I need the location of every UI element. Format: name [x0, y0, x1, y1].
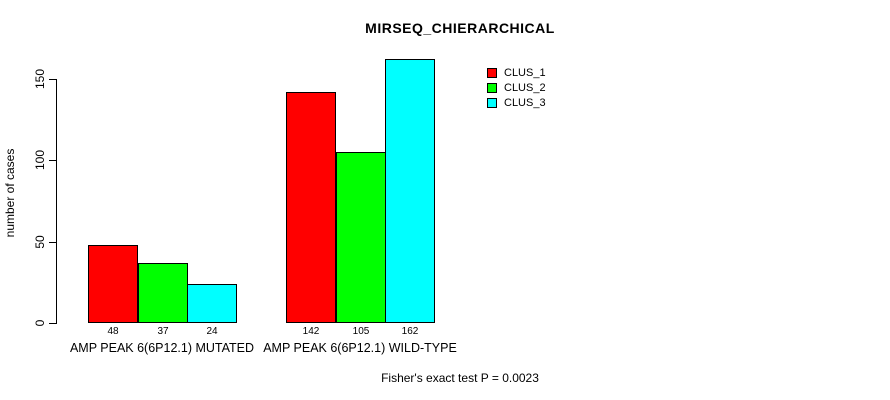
- legend-label-clus-2: CLUS_2: [504, 81, 546, 94]
- y-tick-label: 50: [33, 235, 47, 249]
- legend-row-clus-1: CLUS_1: [487, 65, 546, 80]
- bar-value-label: 37: [157, 326, 169, 337]
- legend-swatch-clus-1-icon: [487, 67, 497, 78]
- legend-row-clus-2: CLUS_2: [487, 80, 546, 95]
- bar-value-label: 105: [352, 326, 370, 337]
- y-axis-line: [56, 79, 57, 324]
- y-tick-mark: [49, 79, 56, 80]
- x-group-label-wild-type: AMP PEAK 6(6P12.1) WILD-TYPE: [263, 341, 457, 355]
- legend-swatch-clus-2-icon: [487, 82, 497, 93]
- bar-value-label: 162: [401, 326, 419, 337]
- fisher-test-annotation: Fisher's exact test P = 0.0023: [381, 371, 539, 385]
- legend: CLUS_1 CLUS_2 CLUS_3: [487, 65, 546, 110]
- bar-clus_2-group1: [138, 263, 188, 323]
- y-tick-label: 100: [33, 149, 47, 171]
- bar-clus_1-group1: [88, 245, 138, 323]
- bar-value-label: 48: [107, 326, 119, 337]
- y-tick-mark: [49, 323, 56, 324]
- legend-label-clus-1: CLUS_1: [504, 66, 546, 79]
- bar-clus_1-group2: [286, 92, 336, 323]
- y-tick-mark: [49, 160, 56, 161]
- x-group-label-mutated: AMP PEAK 6(6P12.1) MUTATED: [69, 341, 255, 355]
- y-tick-mark: [49, 242, 56, 243]
- bar-clus_3-group2: [385, 59, 435, 323]
- legend-swatch-clus-3-icon: [487, 97, 497, 108]
- legend-label-clus-3: CLUS_3: [504, 96, 546, 109]
- bar-clus_2-group2: [336, 152, 386, 323]
- legend-row-clus-3: CLUS_3: [487, 95, 546, 110]
- y-tick-label: 150: [33, 68, 47, 90]
- bar-value-label: 142: [302, 326, 320, 337]
- y-axis-title: number of cases: [3, 148, 17, 238]
- bar-value-label: 24: [206, 326, 218, 337]
- y-tick-label: 0: [33, 319, 47, 327]
- chart-title: MIRSEQ_CHIERARCHICAL: [365, 20, 555, 36]
- bar-clus_3-group1: [187, 284, 237, 323]
